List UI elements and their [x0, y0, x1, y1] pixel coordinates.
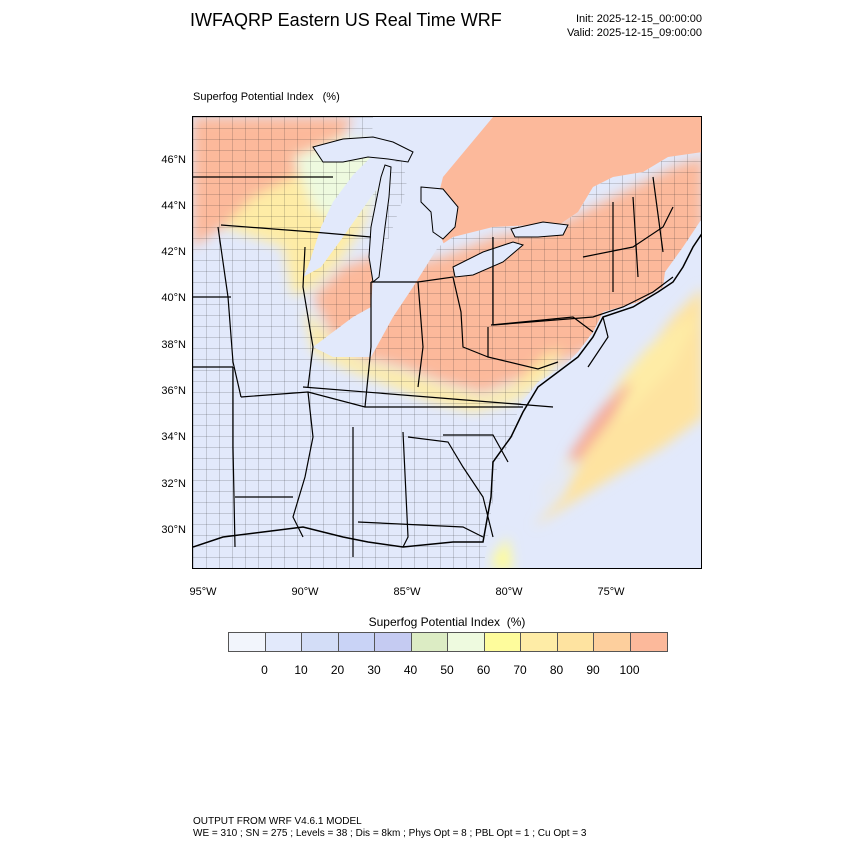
colorbar-box-7 — [484, 633, 521, 651]
valid-time: Valid: 2025-12-15_09:00:00 — [567, 27, 702, 39]
colorbar-tick-90: 90 — [586, 663, 600, 677]
colorbar-tick-80: 80 — [549, 663, 564, 677]
lon-label-90: 90°W — [291, 586, 319, 598]
lake-superior — [312, 136, 414, 163]
lake-erie — [452, 241, 525, 278]
colorbar-box-8 — [521, 633, 558, 651]
colorbar-box-6 — [448, 633, 485, 651]
colorbar-tick-40: 40 — [403, 663, 418, 677]
field-label: Superfog Potential Index (%) — [193, 91, 340, 103]
lat-label-32: 32°N — [161, 478, 186, 490]
lake-huron — [420, 186, 459, 240]
lat-label-42: 42°N — [161, 246, 186, 258]
colorbar-tick-10: 10 — [294, 663, 308, 677]
lat-label-46: 46°N — [161, 154, 186, 166]
map-canvas — [193, 117, 701, 568]
lon-label-75: 75°W — [597, 586, 625, 598]
colorbar-box-5 — [411, 633, 448, 651]
colorbar-tick-0: 0 — [261, 663, 268, 677]
lat-label-40: 40°N — [161, 292, 186, 304]
colorbar-tick-30: 30 — [367, 663, 381, 677]
colorbar-box-3 — [338, 633, 375, 651]
colorbar-box-10 — [594, 633, 631, 651]
colorbar-box-2 — [302, 633, 339, 651]
colorbar-tick-50: 50 — [440, 663, 454, 677]
lon-label-80: 80°W — [495, 586, 523, 598]
state-borders — [193, 176, 674, 557]
lat-label-36: 36°N — [161, 385, 186, 397]
lon-label-95: 95°W — [189, 586, 217, 598]
init-time: Init: 2025-12-15_00:00:00 — [576, 13, 702, 25]
lat-label-38: 38°N — [161, 339, 186, 351]
lat-label-34: 34°N — [161, 431, 186, 443]
colorbar-tick-100: 100 — [619, 663, 640, 677]
colorbar — [228, 632, 668, 652]
offshore-shading — [493, 289, 701, 568]
map-title: IWFAQRP Eastern US Real Time WRF — [190, 10, 502, 30]
colorbar-tick-60: 60 — [476, 663, 491, 677]
model-footer-line2: WE = 310 ; SN = 275 ; Levels = 38 ; Dis … — [193, 828, 587, 839]
lon-label-85: 85°W — [393, 586, 421, 598]
colorbar-box-11 — [630, 633, 667, 651]
lake-michigan — [368, 164, 392, 283]
colorbar-box-4 — [375, 633, 412, 651]
model-footer-line1: OUTPUT FROM WRF V4.6.1 MODEL — [193, 816, 362, 827]
coastline — [193, 233, 701, 548]
colorbar-tick-70: 70 — [513, 663, 527, 677]
lat-label-30: 30°N — [161, 524, 186, 536]
colorbar-box-9 — [557, 633, 594, 651]
lat-label-44: 44°N — [161, 200, 186, 212]
colorbar-title: Superfog Potential Index (%) — [368, 615, 526, 629]
great-lakes — [312, 136, 569, 283]
colorbar-tick-20: 20 — [330, 663, 345, 677]
colorbar-box-0 — [229, 633, 266, 651]
map-panel — [192, 116, 702, 569]
lake-ontario — [510, 221, 569, 238]
colorbar-box-1 — [265, 633, 302, 651]
